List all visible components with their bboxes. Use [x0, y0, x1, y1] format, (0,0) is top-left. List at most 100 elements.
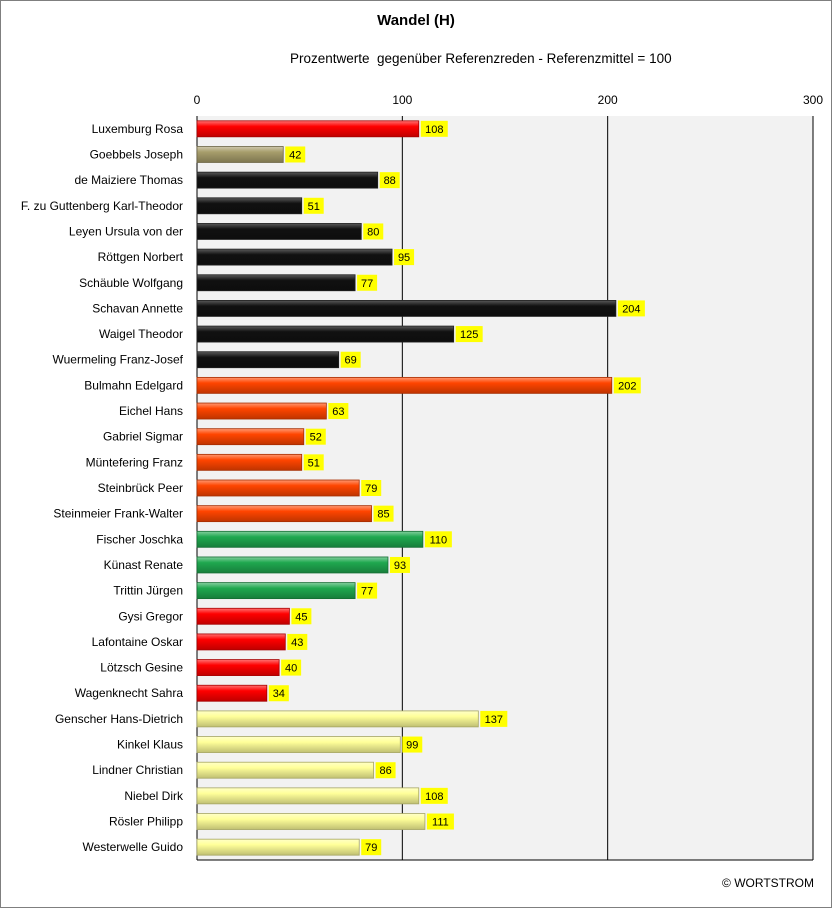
value-label: 34 — [273, 688, 285, 700]
bar — [196, 530, 424, 548]
bar — [196, 146, 284, 163]
copyright-credit: © WORTSTROM — [722, 876, 814, 890]
category-label: Lötzsch Gesine — [100, 661, 183, 675]
category-label: Künast Renate — [104, 558, 184, 572]
category-label: de Maiziere Thomas — [75, 173, 184, 187]
category-label: Kinkel Klaus — [117, 738, 183, 752]
value-label-bg — [303, 197, 324, 214]
bar — [196, 248, 393, 266]
value-label: 86 — [379, 765, 391, 777]
value-label-bg — [420, 787, 448, 804]
value-label: 110 — [430, 534, 448, 546]
value-label: 80 — [367, 226, 379, 238]
value-label-bg — [420, 120, 448, 137]
category-label: Lafontaine Oskar — [92, 635, 183, 649]
category-label: F. zu Guttenberg Karl-Theodor — [21, 199, 183, 213]
value-label-bg — [361, 839, 382, 856]
bar — [196, 505, 372, 523]
value-label: 42 — [289, 149, 301, 161]
value-label: 99 — [406, 740, 418, 752]
value-label: 77 — [361, 278, 373, 290]
bar — [196, 684, 268, 702]
value-label: 45 — [295, 611, 307, 623]
category-label: Leyen Ursula von der — [69, 224, 183, 238]
bar — [196, 710, 479, 728]
category-label: Schäuble Wolfgang — [79, 276, 183, 290]
chart-title: Wandel (H) — [377, 12, 455, 29]
bar — [196, 453, 303, 471]
category-label: Bulmahn Edelgard — [84, 378, 183, 392]
category-label: Lindner Christian — [92, 763, 183, 777]
value-label: 93 — [394, 560, 406, 572]
bar — [196, 479, 360, 497]
value-label: 88 — [384, 175, 396, 187]
x-tick-label: 100 — [392, 93, 412, 107]
bar — [196, 582, 356, 600]
category-label: Gysi Gregor — [118, 609, 183, 623]
category-label: Genscher Hans-Dietrich — [55, 712, 183, 726]
value-label: 40 — [285, 663, 297, 675]
category-label: Wagenknecht Sahra — [75, 686, 184, 700]
value-label-bg — [303, 454, 324, 471]
bar — [196, 428, 305, 446]
category-label: Steinbrück Peer — [98, 481, 183, 495]
value-label-bg — [373, 505, 394, 522]
category-label: Rösler Philipp — [109, 815, 183, 829]
value-label: 125 — [460, 329, 478, 341]
value-label: 77 — [361, 586, 373, 598]
value-label: 111 — [432, 817, 449, 829]
bar — [196, 223, 362, 240]
value-label-bg — [340, 351, 361, 368]
x-tick-label: 0 — [194, 93, 201, 107]
value-label-bg — [455, 326, 483, 343]
value-label: 69 — [345, 355, 357, 367]
value-label-bg — [613, 377, 641, 394]
x-tick-label: 200 — [598, 93, 618, 107]
bar — [196, 787, 420, 805]
category-label: Gabriel Sigmar — [103, 430, 183, 444]
value-label-bg — [402, 736, 423, 753]
value-label-bg — [291, 608, 312, 625]
value-label: 51 — [308, 201, 320, 213]
category-label: Trittin Jürgen — [113, 584, 183, 598]
bar — [196, 351, 340, 369]
value-label: 108 — [425, 791, 443, 803]
value-label-bg — [305, 428, 326, 445]
value-label: 202 — [618, 380, 636, 392]
bar — [196, 736, 401, 753]
category-label: Waigel Theodor — [99, 327, 183, 341]
bar — [196, 633, 286, 651]
category-label: Fischer Joschka — [96, 532, 183, 546]
bar — [196, 120, 420, 138]
bar — [196, 171, 379, 189]
value-label: 85 — [377, 509, 389, 521]
value-label: 51 — [308, 457, 320, 469]
value-label: 63 — [332, 406, 344, 418]
value-label-bg — [357, 582, 378, 599]
value-label: 108 — [425, 124, 443, 136]
bar — [196, 556, 389, 574]
category-label: Müntefering Franz — [86, 455, 183, 469]
category-label: Schavan Annette — [92, 301, 183, 315]
bar — [196, 325, 455, 343]
value-label: 52 — [310, 432, 322, 444]
category-label: Niebel Dirk — [124, 789, 184, 803]
value-label-bg — [281, 659, 302, 676]
category-label: Wuermeling Franz-Josef — [53, 353, 184, 367]
value-label-bg — [379, 172, 400, 189]
x-tick-label: 300 — [803, 93, 823, 107]
value-label-bg — [389, 556, 410, 573]
bar — [196, 300, 617, 317]
value-label-bg — [424, 531, 452, 548]
bar — [196, 607, 290, 625]
value-label-bg — [375, 762, 396, 779]
bar — [196, 274, 356, 292]
bar — [196, 376, 613, 394]
value-label: 95 — [398, 252, 410, 264]
value-label-bg — [426, 813, 454, 830]
value-label-bg — [394, 249, 415, 266]
value-label: 204 — [622, 303, 640, 315]
category-label: Luxemburg Rosa — [92, 122, 184, 136]
value-label-bg — [268, 685, 289, 702]
